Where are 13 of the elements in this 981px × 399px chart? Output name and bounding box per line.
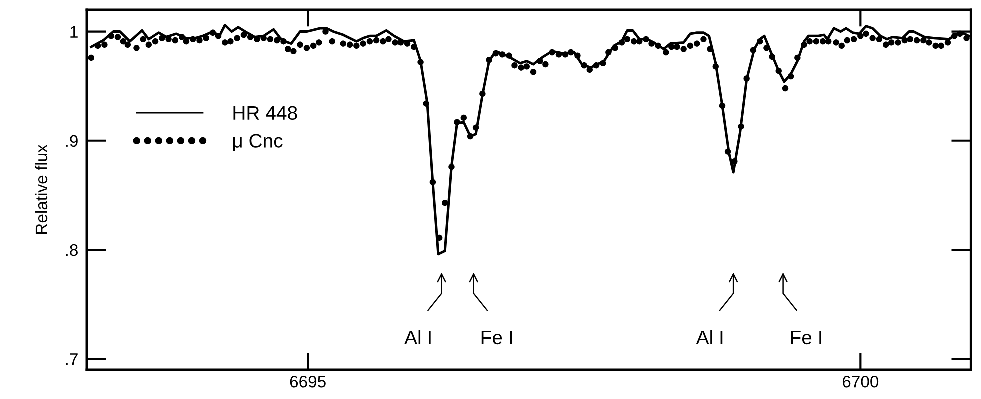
y-tick-label: .9 [66, 135, 78, 148]
x-tick-label: 6700 [842, 376, 879, 388]
legend-label: HR 448 [234, 106, 298, 120]
annotation: Al I [696, 330, 723, 344]
y-tick-label: .7 [66, 354, 78, 366]
annotation: Fe I [482, 331, 512, 345]
y-tick-label: 1 [70, 26, 78, 38]
annotation: Al I [404, 330, 431, 344]
legend-label: μ Cnc [233, 134, 283, 152]
y-axis-title: Relative flux [35, 144, 48, 234]
y-tick-label: .8 [66, 244, 78, 256]
annotation: Fe I [791, 331, 822, 345]
x-tick-label: 6695 [290, 376, 326, 388]
